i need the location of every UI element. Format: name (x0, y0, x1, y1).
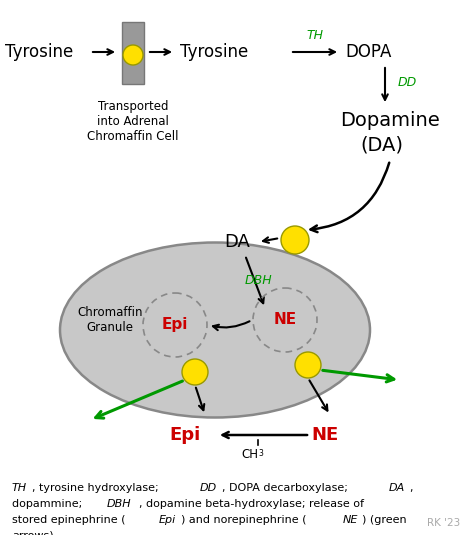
Circle shape (182, 359, 208, 385)
Bar (122, 22, 144, 84)
Text: DBH: DBH (244, 273, 272, 287)
Text: Dopamine: Dopamine (340, 111, 440, 129)
Text: Transported
into Adrenal
Chromaffin Cell: Transported into Adrenal Chromaffin Cell (87, 100, 179, 143)
Text: CH: CH (241, 448, 258, 461)
Text: Epi: Epi (169, 426, 201, 444)
Ellipse shape (60, 242, 370, 417)
Text: DA: DA (389, 483, 405, 493)
Text: NE: NE (311, 426, 338, 444)
Text: TH: TH (12, 483, 27, 493)
Text: DD: DD (200, 483, 217, 493)
Text: , tyrosine hydroxylase;: , tyrosine hydroxylase; (31, 483, 162, 493)
Text: ,: , (410, 483, 413, 493)
Text: NE: NE (273, 312, 297, 327)
Text: Epi: Epi (158, 515, 176, 525)
Circle shape (123, 45, 143, 65)
Text: , DOPA decarboxylase;: , DOPA decarboxylase; (222, 483, 351, 493)
Text: ) and norepinephrine (: ) and norepinephrine ( (181, 515, 306, 525)
Text: DOPA: DOPA (345, 43, 392, 61)
Circle shape (295, 352, 321, 378)
Text: (DA): (DA) (360, 135, 403, 155)
Text: NE: NE (343, 515, 358, 525)
Text: dopammine;: dopammine; (12, 499, 86, 509)
Text: Chromaffin
Granule: Chromaffin Granule (77, 306, 143, 334)
Text: ) (green: ) (green (363, 515, 407, 525)
Text: RK '23: RK '23 (427, 518, 460, 528)
Text: , dopamine beta-hydroxylase; release of: , dopamine beta-hydroxylase; release of (139, 499, 364, 509)
Text: $_3$: $_3$ (258, 448, 264, 461)
Text: Tyrosine: Tyrosine (5, 43, 73, 61)
Text: DD: DD (398, 75, 417, 88)
Text: DA: DA (224, 233, 250, 251)
Text: TH: TH (307, 29, 323, 42)
Text: arrows): arrows) (12, 531, 54, 535)
Text: Tyrosine: Tyrosine (180, 43, 248, 61)
Text: stored epinephrine (: stored epinephrine ( (12, 515, 126, 525)
Circle shape (281, 226, 309, 254)
Text: Epi: Epi (162, 317, 188, 332)
Text: DBH: DBH (107, 499, 132, 509)
